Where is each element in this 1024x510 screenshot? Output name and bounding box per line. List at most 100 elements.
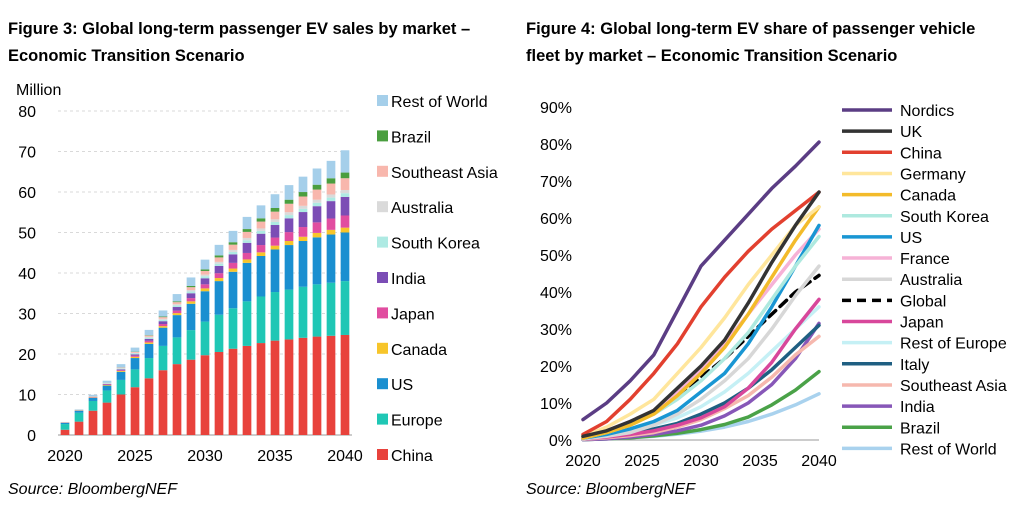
legend-label-canada: Canada [391, 342, 447, 359]
y-tick-label: 0 [27, 428, 36, 445]
bar-australia-2034 [256, 228, 266, 231]
figure-3-title: Figure 3: Global long-term passenger EV … [8, 16, 470, 70]
bar-rest-of-world-2040 [340, 150, 350, 173]
x-tick-label: 2030 [187, 448, 223, 465]
bar-japan-2028 [172, 310, 182, 314]
bar-south-korea-2024 [116, 368, 126, 370]
bar-southeast-asia-2026 [144, 335, 154, 337]
bar-japan-2026 [144, 340, 154, 343]
legend-swatch-south-korea [377, 236, 388, 248]
bar-us-2034 [256, 255, 266, 297]
bar-south-korea-2032 [228, 251, 238, 255]
legend-label-india: India [391, 271, 426, 288]
bar-southeast-asia-2031 [214, 257, 224, 262]
bar-europe-2022 [88, 400, 98, 411]
bar-europe-2036 [284, 289, 294, 340]
y-tick-label: 10% [540, 396, 572, 413]
y-tick-label: 50% [540, 248, 572, 265]
y-tick-label: 40 [18, 266, 36, 283]
bar-rest-of-world-2039 [326, 160, 336, 179]
bar-india-2040 [340, 196, 350, 216]
bar-india-2031 [214, 265, 224, 274]
y-axis-label: Million [16, 82, 61, 99]
y-tick-label: 50 [18, 226, 36, 243]
bar-china-2024 [116, 394, 126, 435]
bar-brazil-2034 [256, 218, 266, 222]
y-tick-label: 10 [18, 388, 36, 405]
bar-europe-2039 [326, 282, 336, 336]
legend-label-australia: Australia [391, 200, 453, 217]
bar-south-korea-2028 [172, 305, 182, 308]
legend-swatch-canada [377, 342, 388, 354]
y-tick-label: 60 [18, 185, 36, 202]
y-tick-label: 70% [540, 174, 572, 191]
bar-southeast-asia-2037 [298, 196, 308, 206]
legend-label-global: Global [900, 293, 946, 310]
bar-india-2039 [326, 201, 336, 219]
bar-canada-2037 [298, 236, 308, 242]
bar-australia-2031 [214, 261, 224, 264]
y-tick-label: 20 [18, 347, 36, 364]
bar-us-2035 [270, 249, 280, 293]
bar-china-2023 [102, 402, 112, 435]
bar-europe-2040 [340, 281, 350, 335]
bar-southeast-asia-2034 [256, 221, 266, 229]
bar-rest-of-world-2023 [102, 380, 112, 383]
bar-southeast-asia-2039 [326, 183, 336, 195]
bar-us-2040 [340, 232, 350, 282]
legend-label-australia: Australia [900, 272, 962, 289]
legend-label-france: France [900, 251, 950, 268]
bar-canada-2035 [270, 245, 280, 250]
bar-brazil-2027 [158, 316, 168, 318]
y-tick-label: 90% [540, 100, 572, 117]
bar-europe-2026 [144, 358, 154, 379]
legend-label-south-korea: South Korea [900, 209, 989, 226]
bar-us-2026 [144, 343, 154, 359]
legend-swatch-india [377, 272, 388, 283]
bar-japan-2031 [214, 273, 224, 279]
bar-japan-2023 [102, 384, 112, 385]
bar-japan-2027 [158, 324, 168, 327]
bar-brazil-2029 [186, 285, 196, 288]
bar-australia-2028 [172, 304, 182, 306]
bar-china-2039 [326, 335, 336, 435]
y-tick-label: 40% [540, 285, 572, 302]
bar-us-2023 [102, 385, 112, 391]
bar-india-2034 [256, 233, 266, 246]
bar-canada-2036 [284, 241, 294, 246]
line-germany [581, 205, 821, 439]
bar-us-2037 [298, 241, 308, 287]
bar-australia-2025 [130, 352, 140, 354]
bar-europe-2023 [102, 390, 112, 403]
bar-rest-of-world-2036 [284, 185, 294, 200]
bar-southeast-asia-2035 [270, 211, 280, 220]
bar-brazil-2038 [312, 184, 322, 190]
x-tick-label: 2030 [683, 453, 719, 470]
legend-label-southeast-asia: Southeast Asia [391, 165, 498, 182]
bar-china-2028 [172, 364, 182, 435]
bar-canada-2027 [158, 326, 168, 328]
bar-south-korea-2026 [144, 337, 154, 339]
line-canada [581, 205, 821, 440]
bar-india-2032 [228, 254, 238, 263]
y-tick-label: 80% [540, 137, 572, 154]
bar-australia-2037 [298, 205, 308, 209]
x-tick-label: 2025 [624, 453, 660, 470]
bar-us-2022 [88, 397, 98, 401]
bar-europe-2030 [200, 321, 210, 356]
bar-china-2031 [214, 351, 224, 435]
bar-china-2035 [270, 340, 280, 435]
figure-3-title-line2: Economic Transition Scenario [8, 47, 245, 65]
bar-japan-2038 [312, 222, 322, 233]
x-tick-label: 2040 [801, 453, 837, 470]
bar-china-2032 [228, 348, 238, 435]
bar-south-korea-2040 [340, 193, 350, 197]
bar-south-korea-2034 [256, 230, 266, 234]
bar-india-2027 [158, 321, 168, 325]
bar-rest-of-world-2029 [186, 277, 196, 286]
figure-4-title: Figure 4: Global long-term EV share of p… [526, 16, 975, 70]
bar-brazil-2040 [340, 172, 350, 179]
bar-canada-2031 [214, 278, 224, 282]
bar-europe-2024 [116, 379, 126, 395]
bar-japan-2036 [284, 232, 294, 242]
